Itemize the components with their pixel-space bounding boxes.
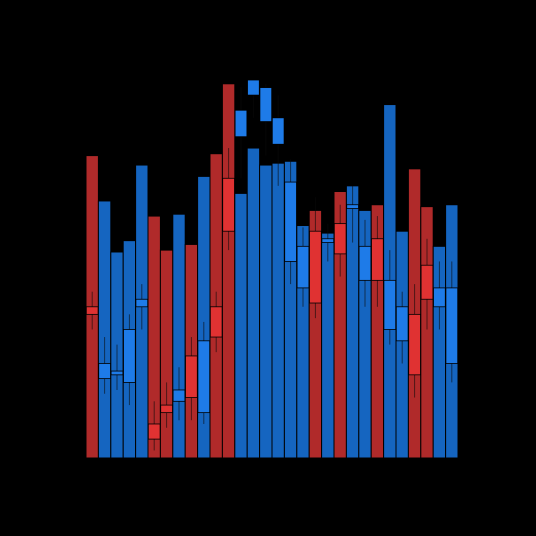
candle-8 (172, 367, 186, 421)
bar-12 (221, 83, 236, 459)
candle-24 (371, 216, 384, 307)
candle-body-7 (160, 404, 173, 414)
candles-layer (85, 79, 459, 451)
candle-body-14 (247, 79, 260, 96)
candle-27 (408, 284, 421, 398)
candle-body-18 (296, 245, 310, 289)
candle-body-6 (147, 423, 161, 440)
candle-2 (98, 337, 111, 394)
bar-8 (172, 213, 186, 459)
candle-11 (209, 291, 223, 353)
candle-body-22 (346, 204, 359, 209)
candle-body-17 (284, 181, 297, 262)
candle-22 (346, 185, 359, 243)
candle-19 (309, 197, 322, 319)
candle-10 (197, 321, 211, 424)
bar-13 (234, 192, 248, 459)
bar-16 (271, 162, 285, 459)
candle-30 (445, 261, 459, 383)
candle-body-30 (445, 287, 459, 364)
candle-1 (85, 291, 99, 330)
candle-3 (110, 344, 124, 390)
candle-body-11 (209, 306, 223, 338)
candle-body-3 (110, 370, 124, 376)
candle-26 (395, 291, 409, 364)
candle-body-24 (371, 238, 384, 281)
candle-body-8 (172, 389, 186, 402)
bar-15 (259, 164, 273, 459)
candle-7 (160, 382, 173, 428)
bar-2 (97, 200, 112, 459)
candle-body-19 (309, 230, 322, 304)
candle-body-23 (358, 245, 372, 281)
bars-layer (85, 83, 459, 459)
candle-body-26 (395, 306, 409, 342)
candle-body-10 (197, 340, 211, 414)
candle-15 (259, 83, 273, 156)
candle-16 (271, 95, 285, 186)
bar-20 (321, 232, 335, 459)
candle-body-16 (271, 117, 285, 145)
candle-body-28 (420, 264, 434, 300)
candle-body-5 (135, 298, 149, 308)
candle-body-21 (333, 223, 347, 255)
candle-9 (185, 337, 198, 421)
candle-12 (222, 148, 235, 251)
candle-28 (420, 238, 434, 330)
candle-23 (358, 219, 372, 307)
candle-body-15 (259, 87, 273, 122)
candle-body-12 (222, 177, 235, 232)
candle-body-27 (408, 313, 421, 376)
candle-14 (247, 79, 260, 118)
candle-body-13 (234, 109, 248, 138)
candle-25 (383, 250, 397, 345)
candle-body-4 (123, 329, 136, 383)
candle-18 (296, 227, 310, 307)
candle-body-25 (383, 279, 397, 330)
candle-6 (147, 401, 161, 451)
candle-body-1 (85, 306, 99, 315)
candle-body-20 (321, 238, 335, 243)
candle-body-9 (185, 355, 198, 398)
candle-17 (284, 159, 297, 285)
candle-29 (433, 261, 446, 330)
candle-5 (135, 284, 149, 330)
candle-4 (123, 314, 136, 406)
candle-21 (333, 204, 347, 277)
candle-13 (234, 87, 248, 179)
candle-20 (321, 223, 335, 262)
candle-body-2 (98, 363, 111, 380)
candle-body-29 (433, 287, 446, 308)
bar-14 (246, 147, 261, 459)
